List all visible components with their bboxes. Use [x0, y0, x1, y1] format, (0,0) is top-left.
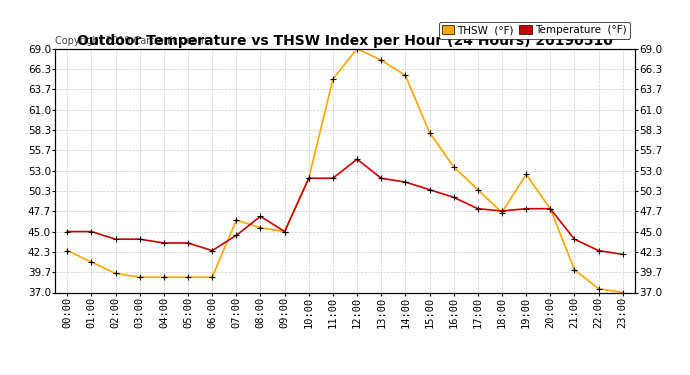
Text: Copyright 2019 Cartronics.com: Copyright 2019 Cartronics.com [55, 36, 207, 46]
Title: Outdoor Temperature vs THSW Index per Hour (24 Hours) 20190510: Outdoor Temperature vs THSW Index per Ho… [77, 34, 613, 48]
Legend: THSW  (°F), Temperature  (°F): THSW (°F), Temperature (°F) [439, 22, 629, 39]
